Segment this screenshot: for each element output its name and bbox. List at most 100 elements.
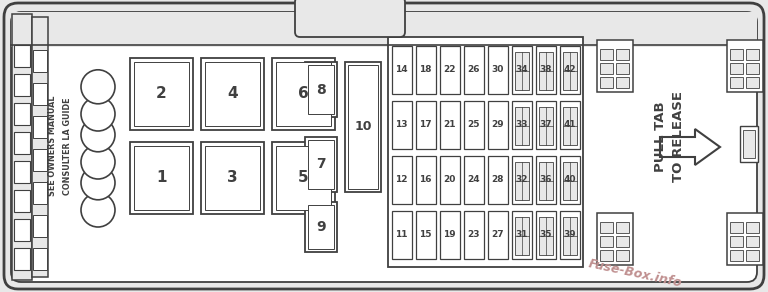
Circle shape [81,166,115,200]
Bar [746,77,759,88]
Bar [560,211,580,258]
Bar [392,211,412,258]
Bar [205,146,260,210]
Text: 20: 20 [443,175,455,184]
Circle shape [81,193,115,227]
Bar [511,211,531,258]
Bar [32,17,48,277]
Bar [392,156,412,204]
Bar [560,156,580,204]
Text: 9: 9 [316,220,326,234]
Bar [14,45,30,67]
Text: 23: 23 [467,230,480,239]
Bar [600,77,613,88]
Bar [276,62,331,126]
Text: 1: 1 [156,171,167,185]
Bar [560,46,580,93]
FancyBboxPatch shape [295,0,405,37]
Text: 19: 19 [443,230,456,239]
Bar [205,62,260,126]
Bar [562,51,577,90]
Text: 5: 5 [298,171,309,185]
Bar [746,63,759,74]
Bar [560,100,580,149]
Bar [272,58,335,130]
Text: 2: 2 [156,86,167,102]
Bar [345,62,381,192]
Bar [746,250,759,261]
Text: 32: 32 [515,175,528,184]
Bar [388,37,583,267]
Bar [746,222,759,233]
Bar [33,116,47,138]
Bar [600,63,613,74]
Bar [488,211,508,258]
Text: 27: 27 [492,230,504,239]
Bar [597,40,633,92]
Bar [272,142,335,214]
Text: 15: 15 [419,230,432,239]
Bar [488,46,508,93]
Bar [515,216,528,255]
Text: 31: 31 [515,230,528,239]
Bar [730,49,743,60]
Bar [616,77,629,88]
Bar [562,161,577,199]
Bar [14,74,30,96]
Text: 16: 16 [419,175,432,184]
Bar [727,40,763,92]
Bar [538,107,552,145]
Bar [348,65,378,189]
Text: Fuse-Box.info: Fuse-Box.info [587,258,683,290]
Text: 8: 8 [316,83,326,96]
Bar [33,182,47,204]
Bar [730,63,743,74]
Text: 28: 28 [492,175,504,184]
Text: 26: 26 [467,65,480,74]
Text: 42: 42 [563,65,576,74]
Bar [33,149,47,171]
Bar [130,58,193,130]
Text: 10: 10 [354,121,372,133]
Bar [415,156,435,204]
Bar [415,100,435,149]
Bar [33,248,47,270]
Bar [392,46,412,93]
Bar [33,83,47,105]
Text: TO RELEASE: TO RELEASE [671,91,684,182]
Bar [439,100,459,149]
Bar [597,213,633,265]
Text: 6: 6 [298,86,309,102]
Bar [12,14,32,280]
Bar [305,137,337,192]
Bar [201,142,264,214]
Text: PULL TAB: PULL TAB [654,102,667,172]
Text: 4: 4 [227,86,238,102]
Text: 29: 29 [492,120,504,129]
Bar [730,77,743,88]
Bar [11,12,757,47]
Bar [464,46,484,93]
Bar [14,248,30,270]
Bar [515,161,528,199]
Bar [488,156,508,204]
Bar [746,49,759,60]
Text: 39: 39 [563,230,576,239]
Bar [535,46,555,93]
Text: 30: 30 [492,65,504,74]
Bar [616,236,629,247]
Text: 40: 40 [563,175,576,184]
Bar [14,190,30,212]
Bar [14,132,30,154]
FancyBboxPatch shape [11,12,757,282]
Bar [305,202,337,252]
Bar [600,222,613,233]
Bar [730,250,743,261]
Bar [14,219,30,241]
Text: 7: 7 [316,157,326,171]
Bar [464,100,484,149]
Bar [308,140,334,189]
Text: 11: 11 [396,230,408,239]
Bar [305,62,337,117]
Bar [616,63,629,74]
